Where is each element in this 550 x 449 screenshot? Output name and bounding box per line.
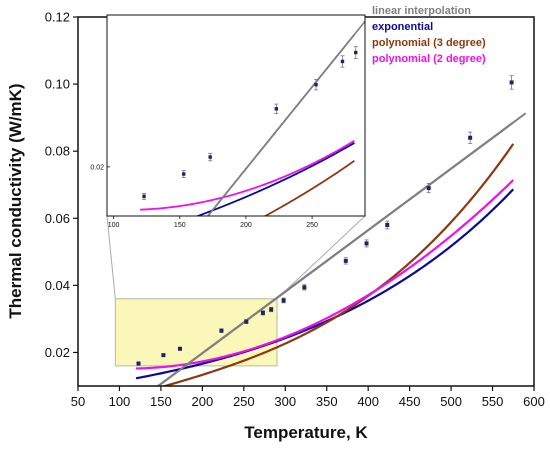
inset-linear-extension <box>206 20 365 216</box>
inset-data-point <box>340 59 345 64</box>
y-tick-label: 0.06 <box>45 211 70 226</box>
x-tick-label: 450 <box>399 394 421 409</box>
inset-x-tick-label: 250 <box>306 222 318 229</box>
x-axis-label: Temperature, K <box>244 423 368 442</box>
inset-data-point <box>182 172 186 176</box>
x-tick-label: 600 <box>523 394 545 409</box>
main-data-point <box>509 80 514 85</box>
main-x-axis: 50 100 150 200 250 300 350 400 450 500 550 600 <box>71 386 545 409</box>
inset-data-point <box>314 82 318 87</box>
main-data-point <box>161 353 166 358</box>
legend-entry-polynomial-3-degree: polynomial (3 degree) <box>372 37 486 49</box>
main-data-point <box>244 319 249 324</box>
main-data-point <box>426 186 431 191</box>
y-tick-label: 0.08 <box>45 144 70 159</box>
x-tick-label: 100 <box>109 394 131 409</box>
x-tick-label: 550 <box>482 394 504 409</box>
zoom-box <box>114 298 278 367</box>
main-data-point <box>260 310 265 315</box>
main-fit-exponential <box>135 188 515 380</box>
main-data-point <box>385 222 390 227</box>
y-axis-label: Thermal conductivity (W/mK) <box>6 83 25 318</box>
x-tick-label: 250 <box>233 394 255 409</box>
inset-data-point <box>142 194 146 199</box>
zoom-region <box>106 215 366 367</box>
x-tick-label: 150 <box>150 394 172 409</box>
inset-background <box>107 15 365 216</box>
main-data-point <box>281 298 286 303</box>
y-tick-label: 0.02 <box>45 345 70 360</box>
x-tick-label: 500 <box>440 394 462 409</box>
inset-data-point <box>208 155 212 159</box>
main-data-point <box>177 346 182 351</box>
x-tick-label: 350 <box>316 394 338 409</box>
x-tick-label: 400 <box>357 394 379 409</box>
legend-entry-polynomial-2-degree: polynomial (2 degree) <box>372 53 486 65</box>
inset-y-axis: 0.02 <box>90 164 110 171</box>
inset-x-tick-label: 100 <box>108 222 120 229</box>
main-fit-polynomial-2-degree <box>136 179 515 370</box>
inset-fit-exponential <box>195 142 355 216</box>
inset-data-point <box>354 50 358 55</box>
inset-x-tick-label: 150 <box>174 222 186 229</box>
x-tick-label: 50 <box>71 394 85 409</box>
main-data-point <box>136 361 141 366</box>
x-tick-label: 300 <box>274 394 296 409</box>
main-data-point <box>468 135 473 140</box>
legend-entry-linear-interpolation: linear interpolation <box>372 5 471 17</box>
main-data-point <box>219 328 224 333</box>
main-y-axis: 0.02 0.04 0.06 0.08 0.10 0.12 <box>45 10 78 360</box>
main-data-point <box>269 307 274 312</box>
main-data-point <box>343 258 348 263</box>
inset-fit-polynomial-3-degree <box>263 160 355 216</box>
zoom-connector-right <box>276 215 366 300</box>
legend-entry-exponential: exponential <box>372 21 433 33</box>
main-data-point <box>302 285 307 290</box>
inset-data-point <box>274 107 279 111</box>
inset-x-tick-label: 200 <box>240 222 252 229</box>
main-data-point <box>364 241 369 246</box>
inset-plot: 100 150 200 250 0.02 <box>90 14 366 229</box>
x-tick-label: 200 <box>192 394 214 409</box>
y-tick-label: 0.10 <box>45 77 70 92</box>
y-tick-label: 0.04 <box>45 278 70 293</box>
main-plot-area <box>135 75 527 386</box>
inset-y-tick-label: 0.02 <box>90 164 104 171</box>
legend: linear interpolation exponential polynomia… <box>372 5 486 65</box>
main-linear-extension <box>156 112 527 386</box>
y-tick-label: 0.12 <box>45 10 70 25</box>
zoom-connector-left <box>106 215 116 299</box>
main-fit-polynomial-3-degree <box>161 143 515 386</box>
inset-fit-polynomial-2-degree <box>140 139 355 211</box>
inset-frame <box>106 14 366 217</box>
inset-x-axis: 100 150 200 250 <box>108 216 318 229</box>
